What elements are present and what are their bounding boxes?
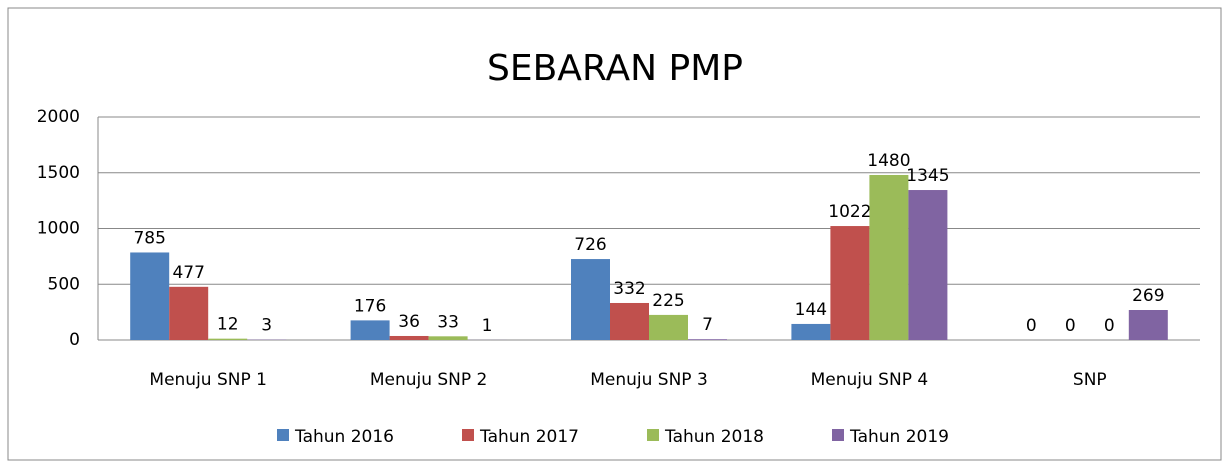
x-tick-label: Menuju SNP 2: [370, 370, 488, 390]
legend-label: Tahun 2019: [849, 427, 949, 447]
y-tick-label: 2000: [37, 107, 80, 127]
x-tick-label: Menuju SNP 3: [590, 370, 708, 390]
bar: [688, 339, 727, 340]
data-label: 0: [1026, 316, 1037, 336]
y-tick-label: 0: [69, 330, 80, 350]
legend-swatch: [462, 429, 474, 441]
y-tick-label: 1000: [37, 219, 80, 239]
bar: [869, 174, 909, 340]
data-label: 225: [652, 291, 684, 311]
data-label: 785: [133, 228, 165, 248]
data-label: 33: [437, 312, 459, 332]
bar: [169, 286, 209, 340]
bar: [208, 338, 248, 340]
data-label: 36: [398, 312, 420, 332]
bar: [571, 259, 610, 340]
data-label: 176: [354, 296, 386, 316]
y-tick-label: 1500: [37, 163, 80, 183]
bar: [649, 314, 688, 340]
data-label: 1480: [867, 151, 910, 171]
legend-label: Tahun 2016: [294, 427, 394, 447]
legend-label: Tahun 2018: [664, 427, 764, 447]
data-label: 1345: [906, 166, 949, 186]
x-tick-label: SNP: [1073, 370, 1107, 390]
legend-swatch: [277, 429, 289, 441]
bar: [389, 335, 429, 340]
x-tick-label: Menuju SNP 4: [811, 370, 929, 390]
bar: [428, 336, 468, 340]
y-tick-label: 500: [48, 274, 80, 294]
data-label: 3: [261, 316, 272, 336]
bar: [350, 320, 390, 340]
legend-swatch: [647, 429, 659, 441]
chart-title: SEBARAN PMP: [487, 48, 743, 89]
data-label: 1022: [828, 202, 871, 222]
data-label: 0: [1065, 316, 1076, 336]
bar: [1128, 310, 1168, 340]
legend-swatch: [832, 429, 844, 441]
x-tick-label: Menuju SNP 1: [149, 370, 267, 390]
chart-border: [7, 7, 1222, 461]
data-label: 12: [217, 315, 239, 335]
bar: [610, 302, 649, 340]
bar: [830, 226, 870, 340]
bar: [908, 190, 948, 340]
bar: [130, 252, 170, 340]
data-label: 332: [613, 279, 645, 299]
data-label: 1: [482, 316, 493, 336]
data-label: 144: [795, 300, 827, 320]
legend-label: Tahun 2017: [479, 427, 579, 447]
data-label: 0: [1104, 316, 1115, 336]
data-label: 477: [172, 263, 204, 283]
data-label: 269: [1132, 286, 1164, 306]
data-label: 726: [574, 235, 606, 255]
bar: [791, 323, 831, 340]
data-label: 7: [702, 315, 713, 335]
